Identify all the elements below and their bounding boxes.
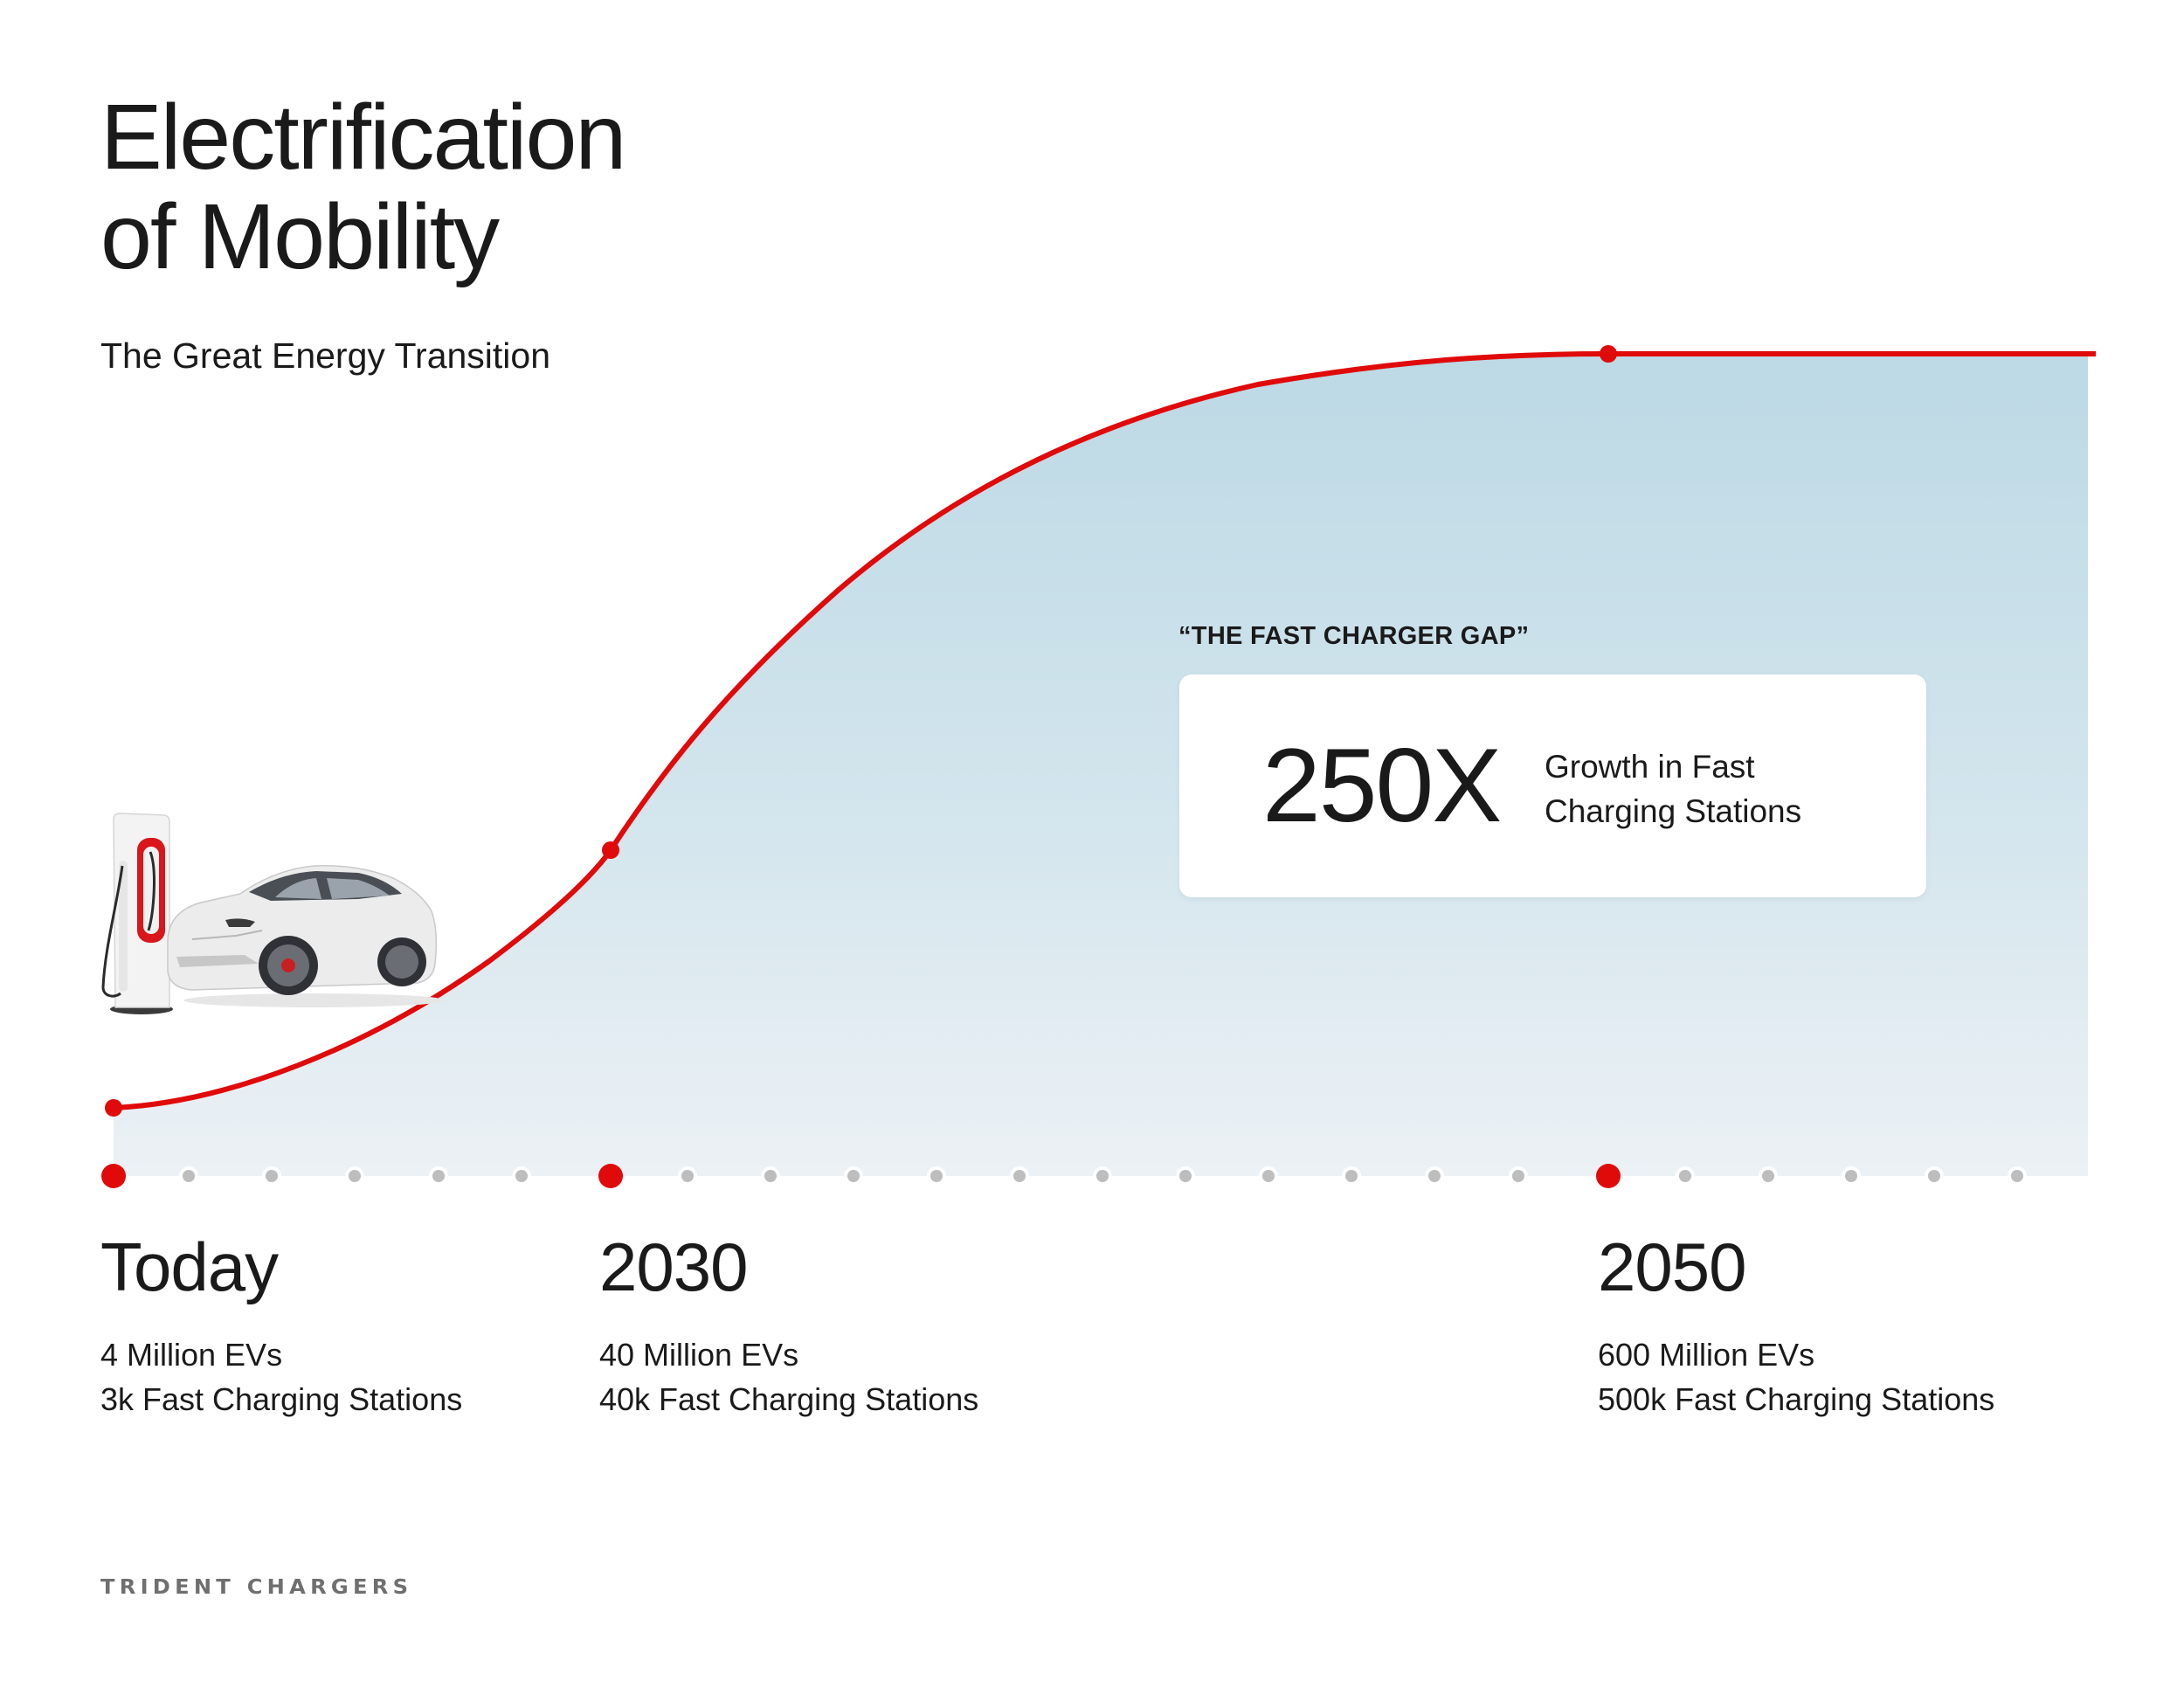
growth-multiplier: 250X (1262, 727, 1502, 844)
electric-car-icon (167, 865, 446, 1007)
adoption-curve-line (113, 351, 2096, 1110)
title-line-2: of Mobility (100, 185, 500, 288)
milestone-stations: 3k Fast Charging Stations (100, 1381, 463, 1417)
timeline-marker-2030 (598, 1164, 623, 1188)
ev-charging-illustration (101, 813, 446, 1014)
curve-point-2050 (1600, 345, 1617, 363)
milestone-evs: 4 Million EVs (100, 1337, 283, 1373)
area-fill (114, 354, 2088, 1176)
timeline (101, 1164, 2027, 1188)
page-subtitle: The Great Energy Transition (100, 336, 551, 376)
milestone-label: 2050 (1598, 1228, 1747, 1305)
timeline-marker-today (101, 1164, 126, 1188)
timeline-marker-2050 (1596, 1164, 1621, 1188)
growth-description-line-2: Charging Stations (1545, 793, 1802, 829)
growth-description-line-1: Growth in Fast (1545, 749, 1755, 785)
timeline-ticks (179, 1166, 2027, 1186)
milestone-label: 2030 (599, 1228, 749, 1305)
growth-description: Growth in Fast Charging Stations (1545, 744, 1801, 834)
fast-charger-gap-label: “THE FAST CHARGER GAP” (1178, 622, 1530, 650)
milestone-today: Today 4 Million EVs 3k Fast Charging Sta… (100, 1228, 462, 1422)
ev-charger-icon (101, 813, 173, 1014)
milestone-stations: 40k Fast Charging Stations (599, 1381, 979, 1417)
curve-point-2030 (602, 841, 619, 859)
milestone-2050: 2050 600 Million EVs 500k Fast Charging … (1598, 1228, 1994, 1422)
milestone-evs: 40 Million EVs (599, 1337, 799, 1373)
milestone-2030: 2030 40 Million EVs 40k Fast Charging St… (599, 1228, 978, 1422)
milestone-stations: 500k Fast Charging Stations (1598, 1381, 1995, 1417)
growth-callout-card: 250X Growth in Fast Charging Stations (1179, 675, 1926, 897)
brand-logo-text: TRIDENT CHARGERS (100, 1576, 413, 1599)
milestone-label: Today (100, 1228, 279, 1305)
title-line-1: Electrification (100, 86, 626, 189)
curve-point-today (105, 1099, 122, 1117)
page-title: Electrification of Mobility (100, 86, 626, 288)
milestone-evs: 600 Million EVs (1598, 1337, 1815, 1373)
